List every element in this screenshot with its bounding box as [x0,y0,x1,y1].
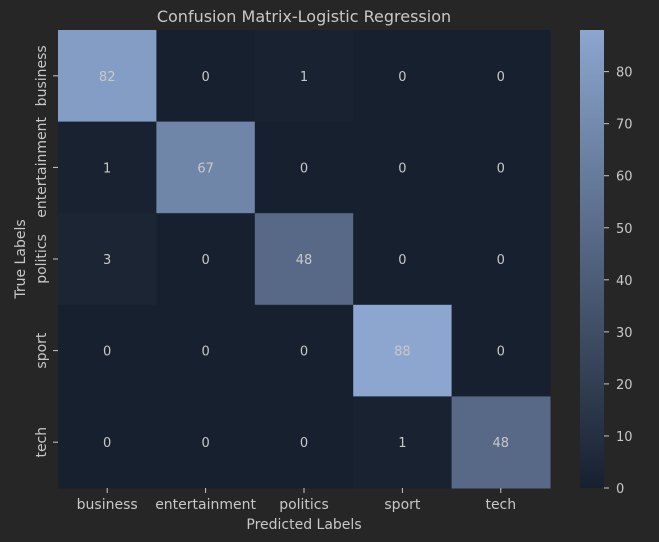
heatmap-cell [353,30,453,123]
colorbar-tick-label: 20 [616,378,633,393]
colorbar-tick-label: 50 [616,222,633,237]
colorbar-tick-label: 30 [616,326,633,341]
colorbar-tick-label: 40 [616,274,633,289]
x-tick-label: politics [279,497,329,513]
y-axis-label: True Labels [13,219,29,299]
heatmap-cell [254,304,354,397]
y-tick-label: sport [34,332,50,369]
cell-value-label: 0 [300,345,308,360]
colorbar-ticks: 0 10 20 30 40 50 60 70 80 [604,66,633,497]
cell-value-label: 0 [497,161,505,176]
cell-value-label: 0 [497,70,505,85]
heatmap-cell [58,30,157,123]
heatmap-cell [451,213,551,306]
cell-value-label: 0 [103,345,111,360]
colorbar-tick-label: 60 [616,170,633,185]
heatmap-cell [254,213,354,306]
cell-value-label: 0 [201,436,209,451]
cell-value-label: 0 [201,253,209,268]
y-tick-labels: business entertainment politics sport tech [34,45,58,458]
cell-value-label: 0 [300,436,308,451]
y-tick-label: tech [34,427,50,458]
cell-value-label: 0 [398,161,406,176]
x-tick-labels: business entertainment politics sport tech [77,488,516,513]
cell-value-label: 1 [300,70,308,85]
heatmap-cell [353,396,453,489]
colorbar-tick-label: 80 [616,66,633,81]
heatmap-cell [254,30,354,123]
heatmap-cell [451,304,551,397]
heatmap-cell [156,396,256,489]
heatmap-cell [58,396,157,489]
colorbar-tick-label: 10 [616,430,633,445]
cell-value-label: 0 [398,70,406,85]
cell-value-label: 0 [398,253,406,268]
cell-value-label: 0 [201,345,209,360]
cell-value-label: 3 [103,253,111,268]
heatmap-cell [156,30,256,123]
heatmap-cell [451,396,551,489]
x-tick-label: sport [384,497,421,513]
y-tick-label: business [34,45,50,106]
heatmap-cell [451,121,551,214]
cell-value-label: 0 [497,345,505,360]
cell-value-label: 0 [497,253,505,268]
cell-value-label: 1 [103,161,111,176]
y-tick-label: politics [34,234,50,284]
colorbar [580,30,604,488]
x-tick-label: tech [485,497,516,513]
heatmap-cell [451,30,551,123]
cell-value-label: 0 [300,161,308,176]
cell-value-label: 48 [493,436,510,451]
chart-title: Confusion Matrix-Logistic Regression [157,7,451,26]
heatmap-cell [156,121,256,214]
heatmap-cell [353,121,453,214]
x-tick-label: business [77,497,138,513]
heatmap-cell [58,213,157,306]
heatmap-cell [156,304,256,397]
heatmap-cells: 82 0 1 0 0 1 67 0 0 0 3 0 48 0 0 0 0 0 88 0 0 0 0 1 48 [58,30,551,489]
colorbar-tick-label: 0 [616,482,624,497]
x-axis-label: Predicted Labels [246,517,361,533]
heatmap-cell [353,213,453,306]
heatmap-cell [156,213,256,306]
heatmap-cell [58,121,157,214]
x-tick-label: entertainment [155,497,256,513]
colorbar-tick-label: 70 [616,118,633,133]
cell-value-label: 82 [99,70,116,85]
heatmap-cell [254,121,354,214]
cell-value-label: 48 [296,253,313,268]
cell-value-label: 67 [197,161,214,176]
heatmap-cell [58,304,157,397]
heatmap-cell [254,396,354,489]
y-tick-label: entertainment [34,116,50,217]
cell-value-label: 0 [201,70,209,85]
cell-value-label: 88 [394,345,411,360]
cell-value-label: 1 [398,436,406,451]
cell-value-label: 0 [103,436,111,451]
heatmap-cell [353,304,453,397]
